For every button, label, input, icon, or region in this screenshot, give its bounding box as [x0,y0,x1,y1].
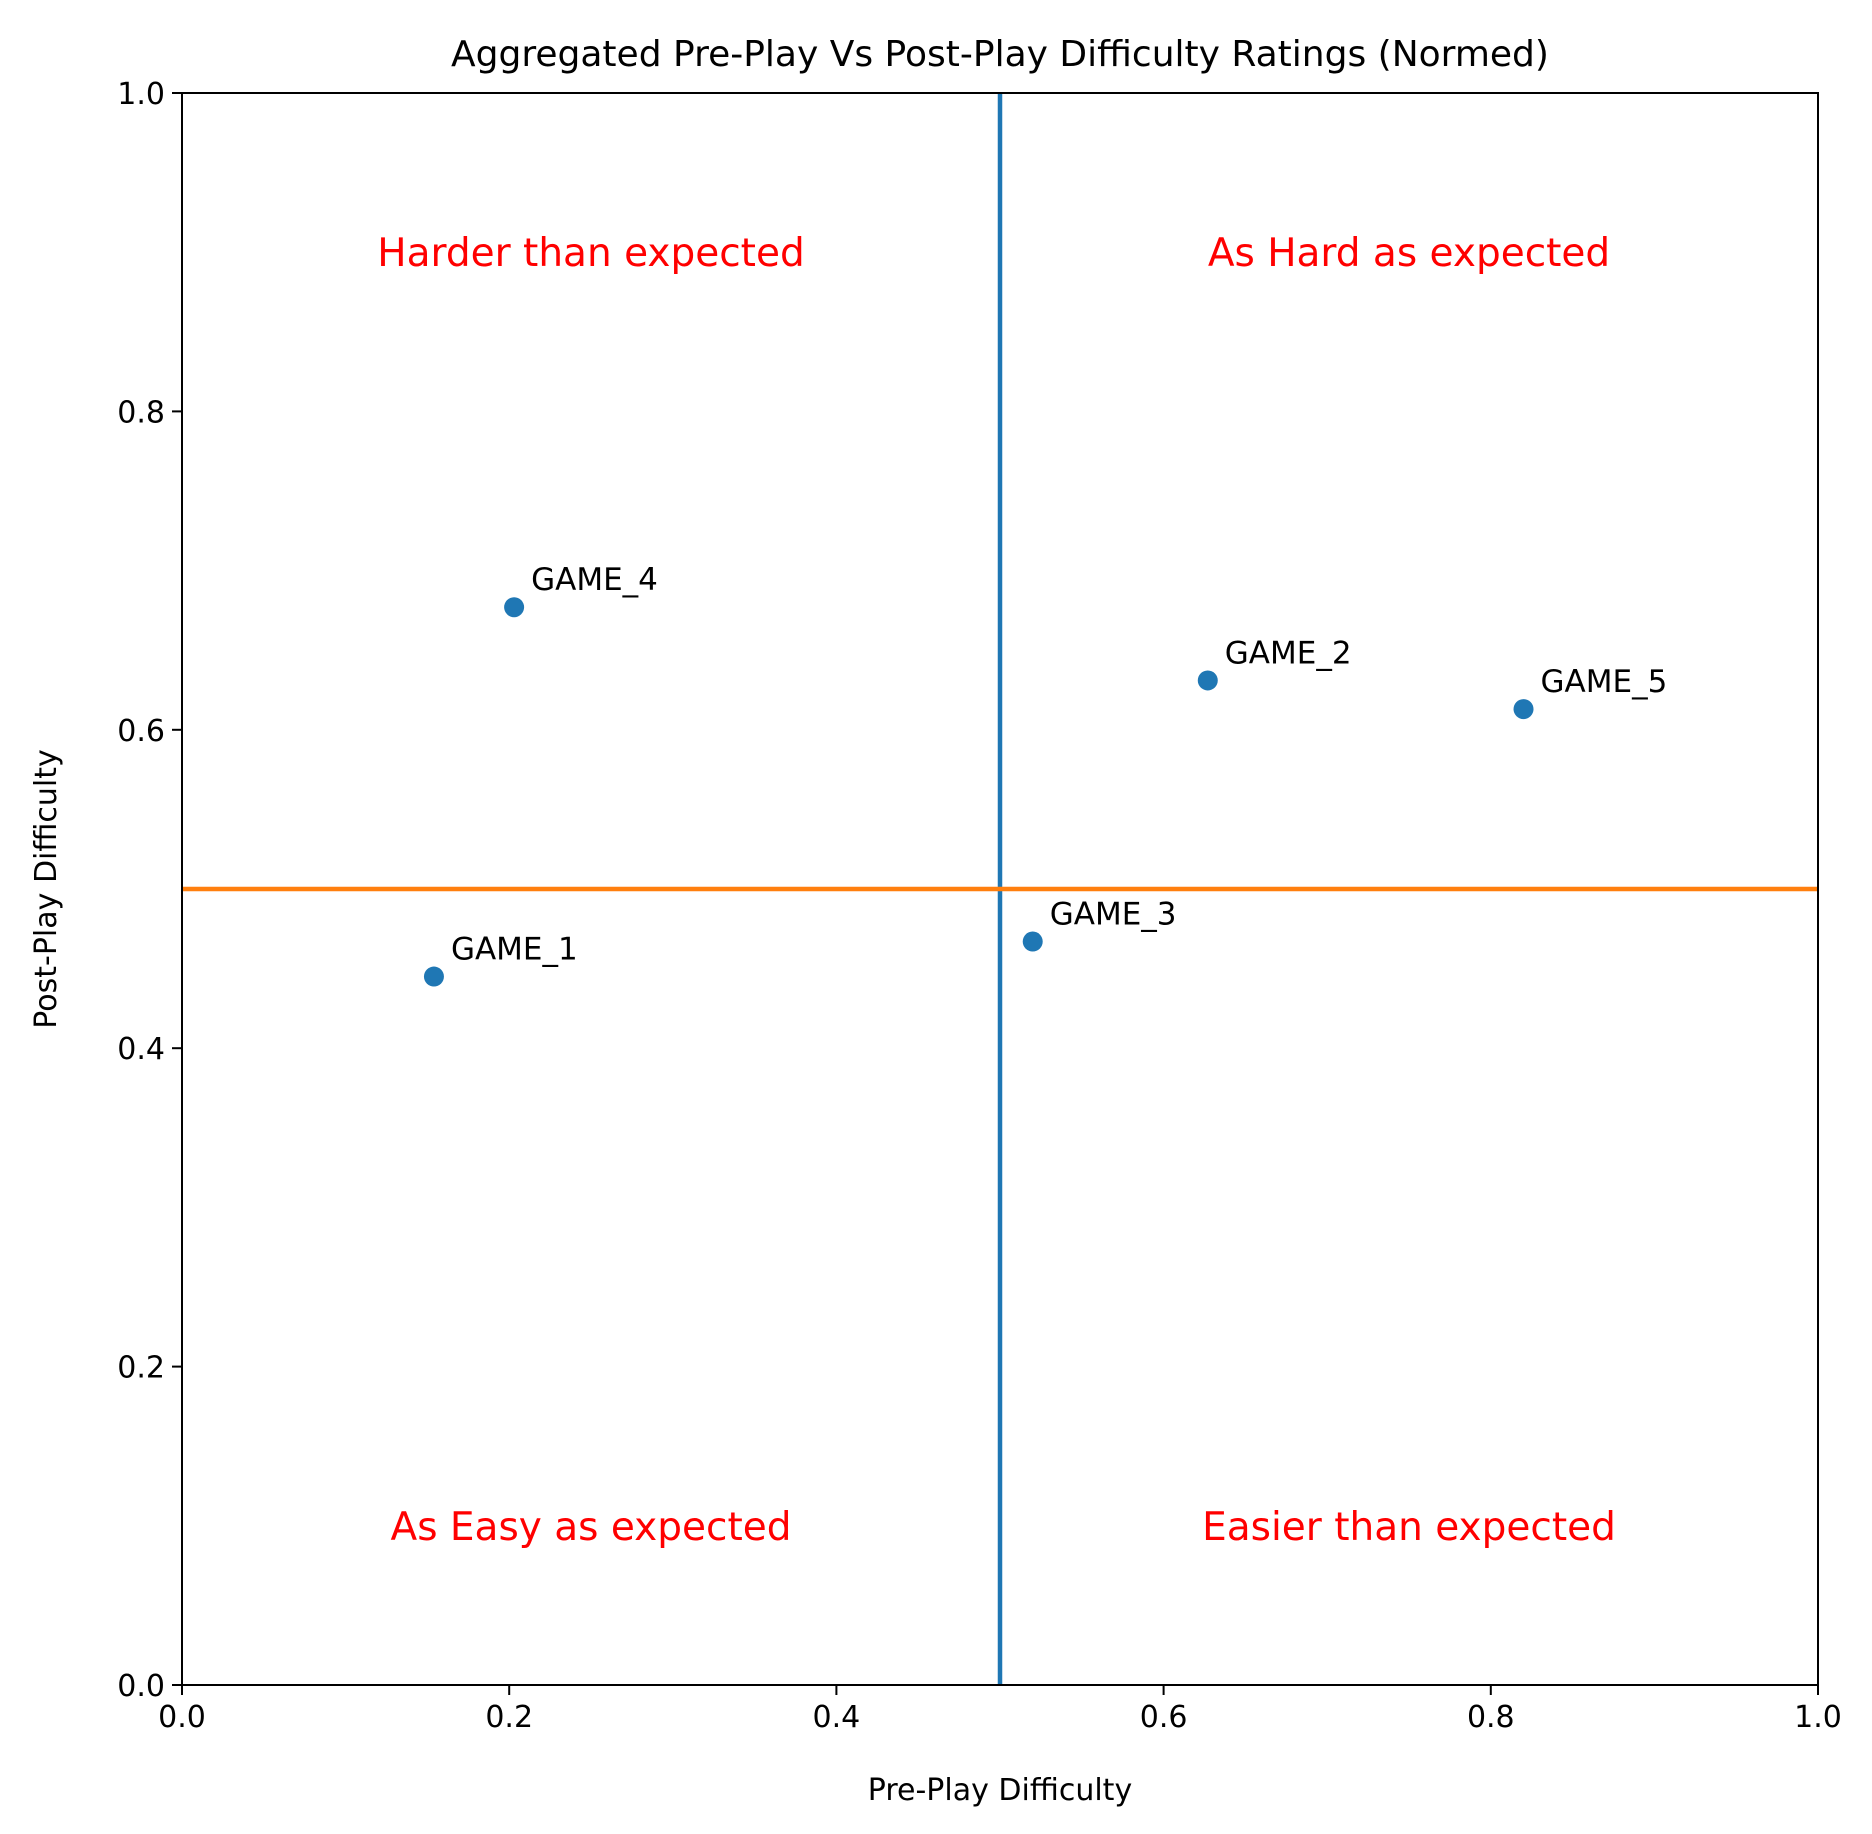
x-tick-label: 0.2 [485,1700,533,1735]
y-tick-label: 0.4 [117,1032,165,1067]
y-tick-label: 0.0 [117,1669,165,1704]
x-tick-label: 0.8 [1467,1700,1515,1735]
x-tick-label: 0.4 [813,1700,861,1735]
plot-area: Harder than expected As Hard as expected A… [182,93,1818,1685]
y-axis-label: Post-Play Difficulty [29,749,64,1029]
data-point [1022,931,1043,952]
quadrant-label: Easier than expected [1202,1505,1616,1550]
data-point [1513,699,1534,720]
data-point [423,966,444,987]
quadrant-label: Harder than expected [377,231,804,276]
point-label: GAME_2 [1225,635,1352,671]
data-point [504,597,525,618]
y-axis: 0.0 0.2 0.4 0.6 0.8 1.0 [117,77,182,1704]
quadrant-label: As Easy as expected [391,1505,792,1550]
data-point [1197,670,1218,691]
point-label: GAME_4 [531,562,658,598]
x-tick-label: 0.6 [1140,1700,1188,1735]
axes-frame [181,92,1819,1686]
point-label: GAME_3 [1050,897,1177,933]
y-tick-label: 1.0 [117,77,165,112]
y-tick-label: 0.6 [117,714,165,749]
point-label: GAME_5 [1541,664,1668,700]
y-tick-label: 0.8 [117,395,165,430]
x-tick-label: 0.0 [158,1700,206,1735]
x-axis: 0.0 0.2 0.4 0.6 0.8 1.0 [158,1685,1842,1735]
chart-title: Aggregated Pre-Play Vs Post-Play Difficu… [451,34,1549,75]
x-tick-label: 1.0 [1794,1700,1842,1735]
y-tick-label: 0.2 [117,1351,165,1386]
x-axis-label: Pre-Play Difficulty [868,1773,1132,1808]
point-label: GAME_1 [451,932,578,968]
quadrant-label: As Hard as expected [1208,231,1610,276]
